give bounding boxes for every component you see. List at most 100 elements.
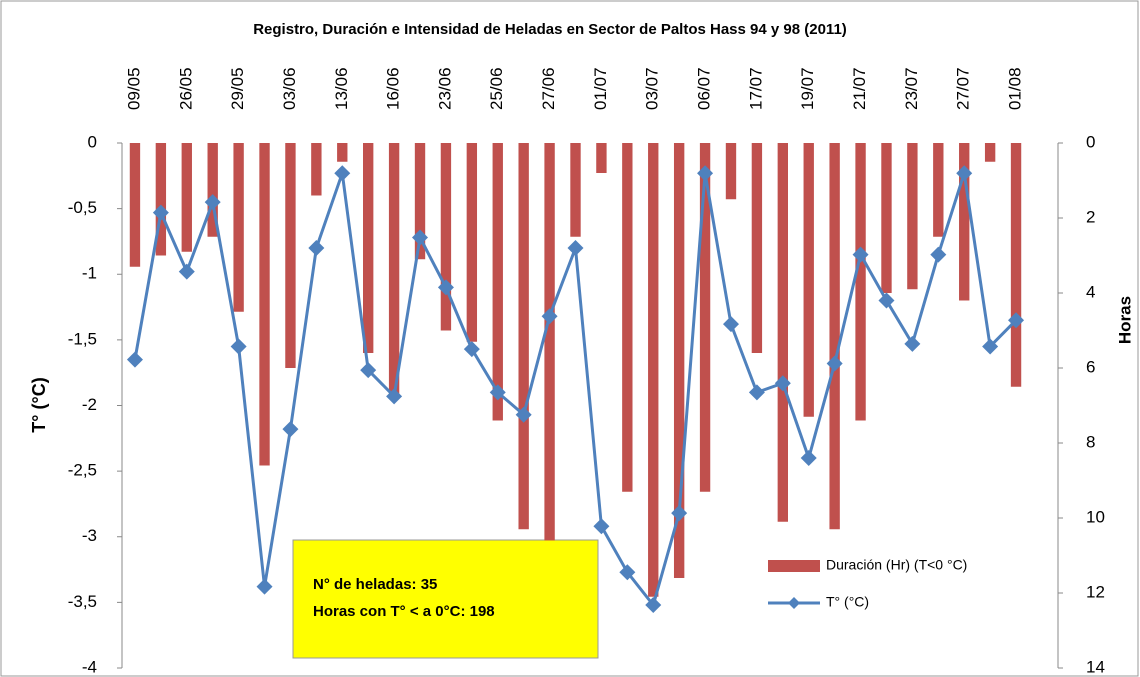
marker (593, 518, 610, 535)
x-tick-label: 01/07 (591, 67, 610, 110)
y2-tick-label: 4 (1086, 282, 1095, 301)
marker (878, 292, 895, 309)
bar (414, 143, 426, 260)
marker (826, 355, 843, 372)
bar (492, 143, 503, 421)
x-tick-label: 03/06 (280, 67, 299, 110)
y-tick-label: -0,5 (68, 198, 97, 217)
y-tick-label: -3 (82, 526, 97, 545)
bar (622, 143, 633, 492)
y-tick-label: 0 (88, 132, 97, 151)
marker (282, 421, 299, 438)
y2-tick-label: 6 (1086, 357, 1095, 376)
legend-swatch (788, 597, 800, 609)
y-tick-label: -2 (82, 395, 97, 414)
marker (334, 165, 351, 182)
x-tick-label: 17/07 (746, 67, 765, 110)
marker (1008, 312, 1025, 329)
x-tick-label: 26/05 (176, 67, 195, 110)
marker (904, 335, 921, 352)
chart-title: Registro, Duración e Intensidad de Helad… (253, 21, 847, 38)
y2-tick-label: 14 (1086, 657, 1105, 676)
legend-label: T° (°C) (826, 594, 869, 610)
marker (437, 279, 454, 296)
bar (337, 143, 348, 162)
marker (308, 240, 325, 256)
bar (933, 143, 944, 237)
bar (207, 143, 218, 237)
annotation: Horas con T° < a 0°C: 198 (313, 603, 495, 620)
bar (570, 143, 581, 237)
marker (178, 263, 195, 280)
marker (774, 375, 791, 392)
bar (440, 143, 452, 331)
annotation: N° de heladas: 35 (313, 576, 437, 593)
y2-tick-label: 2 (1086, 207, 1095, 226)
x-tick-label: 21/07 (850, 67, 869, 110)
bar (181, 143, 192, 252)
marker (748, 384, 765, 401)
marker (671, 505, 688, 522)
y-tick-label: -4 (82, 657, 97, 676)
y2-tick-label: 0 (1086, 132, 1095, 151)
bar (959, 143, 970, 301)
marker (930, 246, 947, 263)
bar (829, 143, 840, 530)
x-tick-label: 19/07 (798, 67, 817, 110)
x-tick-label: 13/06 (332, 67, 351, 110)
marker (256, 578, 273, 595)
marker (567, 240, 584, 256)
bar (259, 143, 270, 466)
bar (363, 143, 374, 353)
marker (541, 308, 558, 325)
y2-axis-title: Horas (1115, 296, 1134, 344)
x-tick-label: 29/05 (228, 67, 247, 110)
legend-label: Duración (Hr) (T<0 °C) (826, 557, 967, 573)
bar (648, 143, 659, 597)
y-tick-label: -1,5 (68, 329, 97, 348)
x-tick-label: 06/07 (695, 67, 714, 110)
x-tick-label: 27/07 (954, 67, 973, 110)
marker (515, 406, 532, 423)
bar (855, 143, 866, 421)
marker (386, 388, 403, 405)
x-tick-label: 23/06 (435, 67, 454, 110)
y2-tick-label: 8 (1086, 432, 1095, 451)
y2-tick-label: 12 (1086, 582, 1105, 601)
bar (311, 143, 322, 196)
marker (489, 384, 506, 401)
legend-swatch (768, 560, 820, 572)
marker (645, 597, 662, 613)
bar (388, 143, 400, 395)
marker (463, 341, 480, 358)
marker (982, 338, 999, 355)
x-tick-label: 23/07 (902, 67, 921, 110)
x-tick-label: 03/07 (643, 67, 662, 110)
marker (126, 351, 143, 368)
marker (152, 204, 169, 221)
x-tick-label: 09/05 (124, 67, 143, 110)
marker (619, 564, 636, 581)
bar (881, 143, 892, 293)
y-tick-label: -1 (82, 264, 97, 283)
marker (697, 165, 714, 182)
bar (233, 143, 244, 312)
bar (725, 143, 737, 200)
marker (412, 229, 429, 246)
marker (230, 338, 247, 355)
bar (751, 143, 763, 353)
y-tick-label: -3,5 (68, 592, 97, 611)
bar (544, 143, 555, 541)
y-tick-label: -2,5 (68, 461, 97, 480)
bar (596, 143, 607, 173)
y-axis-title: T° (°C) (29, 377, 49, 432)
bar (907, 143, 918, 290)
bar (1010, 143, 1022, 387)
x-tick-label: 16/06 (384, 67, 403, 110)
bar (777, 143, 788, 522)
marker (204, 194, 221, 211)
marker (722, 316, 739, 333)
x-tick-label: 25/06 (487, 67, 506, 110)
bar (466, 143, 478, 342)
